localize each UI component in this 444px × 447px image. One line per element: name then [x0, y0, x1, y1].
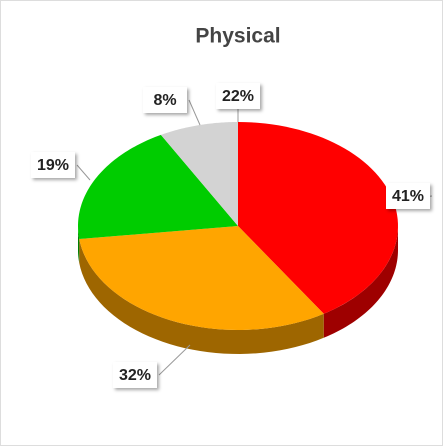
leader-line — [158, 344, 191, 376]
slice-side — [79, 239, 324, 354]
data-label: 8% — [153, 92, 176, 109]
label-box — [31, 152, 75, 178]
chart-title: Physical — [195, 25, 280, 48]
leader-line — [188, 99, 201, 126]
slice-side — [323, 226, 398, 338]
slice — [238, 122, 398, 314]
annotation: 22% — [222, 88, 254, 105]
data-label: 19% — [37, 157, 69, 174]
label-box — [386, 183, 430, 209]
leader-line — [76, 164, 91, 181]
slice — [78, 134, 238, 240]
slice — [160, 122, 238, 226]
slice — [79, 226, 324, 330]
data-label: 32% — [119, 367, 151, 384]
label-box — [216, 83, 260, 109]
label-box — [143, 87, 187, 113]
label-box — [113, 362, 157, 388]
slice-side — [78, 226, 80, 264]
data-label: 41% — [392, 188, 424, 205]
